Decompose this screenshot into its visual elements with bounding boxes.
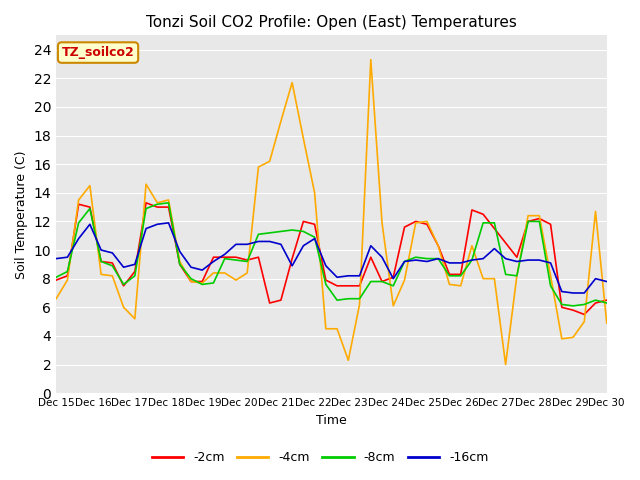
Text: TZ_soilco2: TZ_soilco2 (61, 46, 134, 59)
Y-axis label: Soil Temperature (C): Soil Temperature (C) (15, 150, 28, 278)
X-axis label: Time: Time (316, 414, 347, 427)
Title: Tonzi Soil CO2 Profile: Open (East) Temperatures: Tonzi Soil CO2 Profile: Open (East) Temp… (146, 15, 517, 30)
Legend: -2cm, -4cm, -8cm, -16cm: -2cm, -4cm, -8cm, -16cm (147, 446, 493, 469)
